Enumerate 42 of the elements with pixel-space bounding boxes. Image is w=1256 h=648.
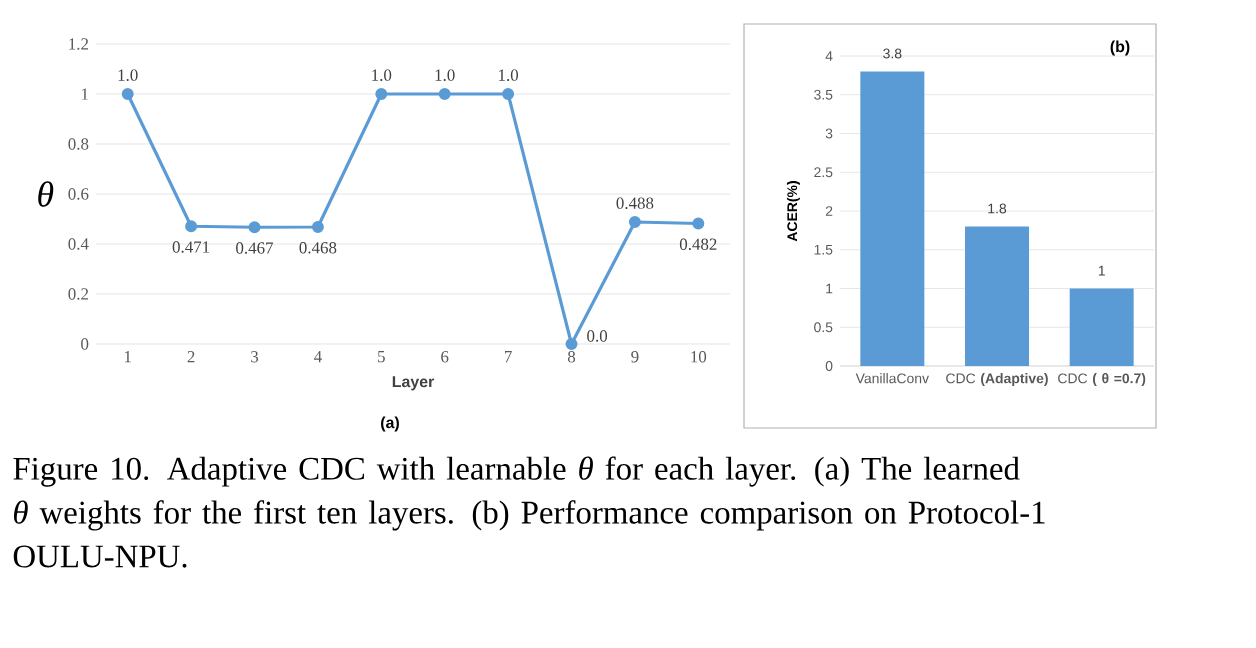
x-tick-label: 5 bbox=[378, 351, 385, 363]
y-tick-label: 0.2 bbox=[68, 288, 89, 300]
text: Figure 10. Adaptive CDC with learnable θ for each layer. (a) The learned θ weights for the first ten layers. (b) Performance comparison on Protocol-1 OULU-NPU. bbox=[13, 456, 1045, 568]
point bbox=[121, 88, 134, 100]
point bbox=[692, 217, 705, 230]
point bbox=[628, 216, 641, 228]
point bbox=[311, 221, 324, 233]
bar bbox=[1069, 288, 1134, 366]
data-label: 0.0 bbox=[587, 330, 608, 342]
data-label: 1.0 bbox=[118, 69, 138, 81]
point bbox=[565, 338, 578, 350]
data-label: 1.0 bbox=[372, 69, 392, 81]
x-tick-label: 4 bbox=[314, 351, 322, 363]
bar bbox=[860, 71, 925, 366]
y-tick-label: 0.4 bbox=[68, 238, 89, 250]
data-label: 1.0 bbox=[435, 69, 455, 81]
y-axis-title: θ bbox=[38, 181, 54, 207]
y-tick-label: 0.6 bbox=[68, 188, 89, 200]
data-label: 0.467 bbox=[236, 242, 274, 254]
x-tick-label: 10 bbox=[691, 351, 707, 363]
x-tick-label: 1 bbox=[124, 351, 131, 363]
bar bbox=[965, 226, 1030, 366]
x-tick-label: 9 bbox=[631, 351, 639, 363]
data-label: 0.471 bbox=[172, 241, 210, 253]
y-tick-label: 1 bbox=[81, 88, 88, 100]
data-label: 0.468 bbox=[299, 242, 337, 254]
x-tick-label: 8 bbox=[567, 351, 576, 363]
data-label: 0.482 bbox=[679, 238, 717, 251]
point bbox=[502, 88, 515, 100]
point bbox=[375, 88, 388, 100]
point bbox=[438, 88, 451, 100]
data-label: 0.488 bbox=[616, 197, 654, 209]
x-tick-label: 7 bbox=[505, 351, 512, 363]
point bbox=[248, 221, 261, 234]
y-tick-label: 0.8 bbox=[68, 138, 89, 150]
point bbox=[185, 220, 198, 233]
x-tick-label: 2 bbox=[187, 351, 195, 363]
x-tick-label: 3 bbox=[251, 351, 259, 363]
x-tick-label: 6 bbox=[441, 351, 449, 363]
y-tick-label: 1.2 bbox=[69, 38, 89, 50]
y-tick-label: 0 bbox=[81, 338, 89, 350]
data-label: 1.0 bbox=[499, 69, 519, 81]
